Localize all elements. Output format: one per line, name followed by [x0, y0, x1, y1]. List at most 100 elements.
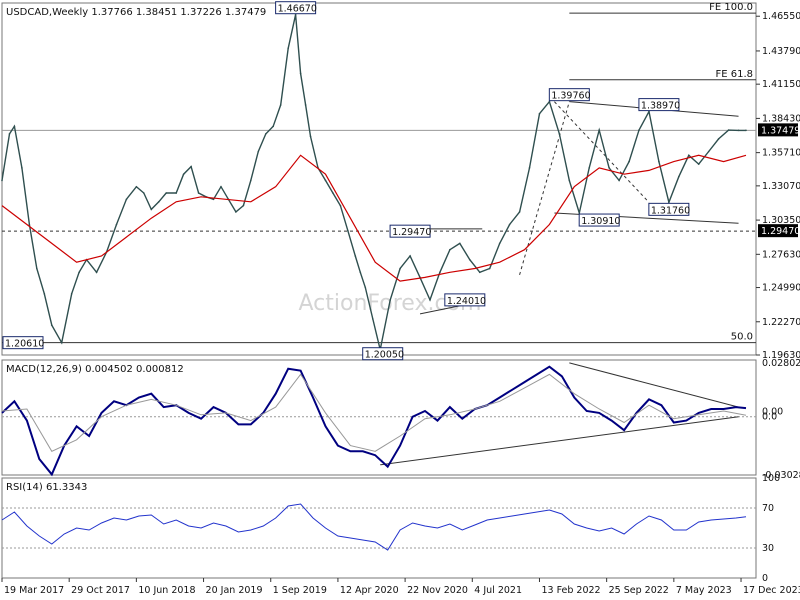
y-tick-9: 1.22270 [762, 317, 800, 328]
x-tick-3: 20 Jan 2019 [206, 585, 263, 596]
price-point [197, 192, 200, 194]
y-tick-2: 1.41150 [762, 79, 800, 90]
price-point [115, 223, 118, 226]
level-tag-2: 1.29470 [761, 226, 800, 237]
price-point [478, 271, 481, 274]
price-point [558, 133, 561, 135]
price-point [449, 248, 451, 251]
price-point [235, 211, 237, 213]
x-tick-4: 1 Sep 2019 [273, 585, 327, 596]
price-point [429, 299, 431, 301]
annotation-box-2 [638, 98, 680, 112]
price-point [488, 267, 491, 270]
price-point [1, 179, 3, 182]
x-tick-5: 12 Apr 2020 [340, 585, 399, 596]
price-point [697, 163, 700, 165]
macd-y-tick-1: 0.0 [762, 412, 777, 423]
x-tick-0: 19 Mar 2017 [4, 585, 64, 596]
y-tick-0: 1.46550 [762, 11, 800, 22]
level-label-0: FE 100.0 [709, 2, 753, 13]
y-tick-10: 1.19630 [762, 350, 800, 361]
price-point [272, 125, 275, 128]
price-point [78, 271, 80, 274]
price-point [371, 318, 374, 320]
price-point [658, 160, 660, 163]
price-point [727, 129, 730, 131]
macd-y-tick-0: 0.028028 [762, 358, 800, 369]
rsi-title: RSI(14) 61.3343 [6, 482, 87, 493]
price-series-line [1, 14, 746, 350]
macd-trendline-1 [380, 416, 739, 466]
current-price-bg [758, 123, 798, 137]
price-point [304, 104, 307, 106]
price-point [399, 267, 401, 270]
rsi-y-tick-2: 30 [762, 543, 774, 554]
price-point [389, 299, 391, 301]
x-tick-9: 25 Sep 2022 [609, 585, 669, 596]
price-point [468, 258, 471, 261]
price-point [70, 292, 73, 295]
price-point [182, 173, 185, 175]
price-point [50, 324, 53, 326]
price-point [125, 198, 128, 201]
price-point [638, 129, 640, 131]
macd-signal-line [1, 373, 747, 452]
price-point [8, 133, 11, 135]
annotation-box-0 [275, 1, 317, 15]
annotation-label-5: 1.30910 [581, 216, 620, 227]
trendline-4 [554, 101, 650, 203]
price-point [242, 204, 245, 207]
price-point [257, 150, 260, 153]
price-point [264, 133, 267, 135]
price-point [220, 185, 222, 188]
y-tick-6: 1.30350 [762, 215, 800, 226]
y-tick-5: 1.33070 [762, 181, 800, 192]
price-point [707, 150, 710, 153]
y-tick-7: 1.27630 [762, 249, 800, 260]
macd-title: MACD(12,26,9) 0.004502 0.000812 [6, 364, 184, 375]
rsi-line [1, 503, 747, 551]
price-point [459, 242, 461, 245]
annotation-box-1 [548, 88, 590, 102]
price-point [339, 204, 342, 207]
price-point [578, 212, 581, 214]
annotation-label-0: 1.46670 [278, 4, 317, 15]
main-title: USDCAD,Weekly 1.37766 1.38451 1.37226 1.… [6, 7, 266, 18]
price-point [618, 179, 620, 182]
price-point [21, 167, 23, 169]
x-tick-2: 10 Jun 2018 [138, 585, 195, 596]
x-tick-1: 29 Oct 2017 [71, 585, 130, 596]
price-point [250, 179, 252, 182]
price-point [745, 129, 747, 132]
price-point [648, 110, 650, 113]
price-point [538, 112, 541, 115]
y-tick-3: 1.38430 [762, 113, 800, 124]
annotation-label-7: 1.20610 [5, 339, 44, 350]
price-point [508, 223, 511, 226]
annotation-label-2: 1.38970 [641, 101, 680, 112]
y-tick-1: 1.43790 [762, 46, 800, 57]
trendline-5 [519, 101, 570, 275]
price-point [364, 286, 367, 289]
price-point [165, 192, 168, 194]
price-point [299, 72, 302, 75]
level-label-3: 50.0 [731, 332, 753, 343]
price-point [668, 201, 670, 204]
price-point [175, 192, 177, 194]
annotation-label-6: 1.31760 [651, 205, 690, 216]
price-point [60, 341, 63, 344]
macd-trendline-0 [569, 362, 739, 408]
price-point [548, 100, 551, 103]
annotation-label-8: 1.20050 [365, 350, 404, 361]
price-point [43, 292, 46, 295]
price-point [528, 167, 531, 169]
price-point [409, 255, 411, 257]
x-tick-7: 4 Jul 2021 [474, 585, 522, 596]
price-point [687, 154, 690, 157]
price-point [498, 242, 501, 245]
price-point [717, 138, 720, 140]
level-tag-bg-2 [758, 224, 798, 238]
price-point [309, 135, 312, 138]
price-point [279, 104, 282, 106]
